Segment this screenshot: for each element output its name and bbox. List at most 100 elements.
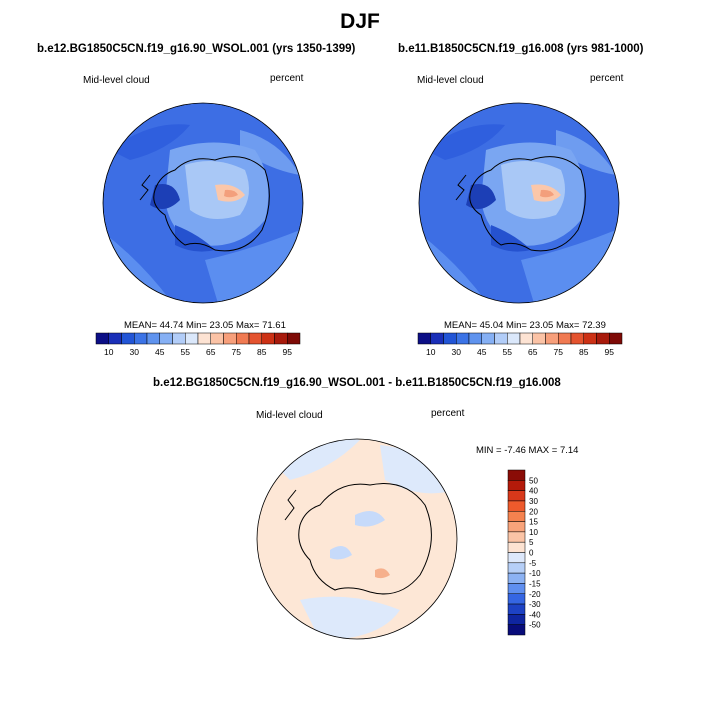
diff-colorbar-box [507,480,526,491]
diff-colorbar-box [507,593,526,605]
diff-colorbar-box [507,490,526,502]
right-colorbar-box [417,332,431,345]
diff-colorbar-box [507,500,526,512]
right-colorbar-box [583,332,597,345]
left-colorbar-box [236,332,250,345]
left-units-label: percent [270,73,304,84]
left-colorbar-box [287,332,301,345]
diff-colorbar-box [507,531,526,543]
left-colorbar-box [95,332,109,345]
right-units-label: percent [590,73,624,84]
left-colorbar-tick-label: 75 [232,347,242,357]
right-colorbar-box [494,332,508,345]
right-colorbar-box [481,332,495,345]
diff-colorbar-box [507,603,526,615]
diff-colorbar-box [507,469,526,481]
diff-colorbar-box [507,624,526,636]
left-colorbar-tick-label: 55 [181,347,191,357]
left-colorbar-box [248,332,262,345]
right-colorbar: 10 30 45 55 65 75 85 95 [417,332,623,357]
diff-units-label: percent [431,408,465,419]
right-stats: MEAN= 45.04 Min= 23.05 Max= 72.39 [444,320,606,331]
right-colorbar-tick-label: 10 [426,347,436,357]
diff-colorbar-tick-label: -10 [529,569,541,578]
left-colorbar-box [146,332,160,345]
left-antarctica-outline [153,156,270,252]
right-colorbar-tick-label: 55 [503,347,513,357]
diff-colorbar-tick-label: 50 [529,476,538,485]
right-colorbar-box [558,332,572,345]
diff-colorbar-box [507,541,526,553]
right-colorbar-box [596,332,610,345]
left-variable-label: Mid-level cloud [83,75,150,86]
right-colorbar-tick-label: 45 [477,347,487,357]
diff-map-border [256,438,458,640]
right-colorbar-box [443,332,457,345]
right-colorbar-box [456,332,470,345]
diff-colorbar-tick-label: -5 [529,559,537,568]
right-colorbar-box [468,332,482,345]
right-colorbar-box [507,332,521,345]
diff-colorbar-box [507,562,526,574]
right-colorbar-tick-label: 65 [528,347,538,357]
right-colorbar-box [519,332,533,345]
left-colorbar-box [223,332,237,345]
left-colorbar-box [210,332,224,345]
main-title: DJF [340,10,380,33]
diff-colorbar-tick-label: 0 [529,549,534,558]
left-colorbar: 10 30 45 55 65 75 85 95 [95,332,301,357]
diff-panel-title: b.e12.BG1850C5CN.f19_g16.90_WSOL.001 - b… [153,377,561,389]
diff-colorbar-tick-label: -40 [529,610,541,619]
diff-colorbar-tick-label: 20 [529,507,538,516]
diff-colorbar-tick-label: -15 [529,579,541,588]
diff-colorbar-tick-label: 10 [529,528,538,537]
right-antarctica-outline [469,156,586,252]
right-colorbar-tick-label: 75 [554,347,564,357]
diff-colorbar-tick-label: -20 [529,590,541,599]
left-colorbar-box [108,332,122,345]
right-polar-map [419,103,619,303]
diff-colorbar-tick-label: 30 [529,497,538,506]
left-colorbar-tick-label: 30 [130,347,140,357]
left-colorbar-tick-label: 10 [104,347,114,357]
diff-antarctica-outline [298,483,432,595]
left-panel-title: b.e12.BG1850C5CN.f19_g16.90_WSOL.001 (yr… [37,43,356,55]
left-colorbar-box [185,332,199,345]
left-polar-map [103,103,303,303]
left-map-border [102,102,304,304]
left-stats: MEAN= 44.74 Min= 23.05 Max= 71.61 [124,320,286,331]
diff-colorbar-tick-label: 40 [529,487,538,496]
left-colorbar-box [134,332,148,345]
left-colorbar-tick-label: 85 [257,347,267,357]
left-colorbar-box [172,332,186,345]
left-colorbar-box [274,332,288,345]
left-colorbar-box [197,332,211,345]
right-colorbar-box [430,332,444,345]
right-variable-label: Mid-level cloud [417,75,484,86]
right-colorbar-box [609,332,623,345]
right-map-border [418,102,620,304]
diff-colorbar-tick-label: -30 [529,600,541,609]
right-colorbar-tick-label: 95 [605,347,615,357]
diff-stats: MIN = -7.46 MAX = 7.14 [476,445,579,456]
left-colorbar-tick-label: 65 [206,347,216,357]
right-colorbar-box [532,332,546,345]
right-colorbar-tick-label: 30 [452,347,462,357]
right-panel-title: b.e11.B1850C5CN.f19_g16.008 (yrs 981-100… [398,43,644,55]
left-colorbar-box [159,332,173,345]
diff-colorbar-box [507,511,526,522]
left-colorbar-box [261,332,275,345]
right-colorbar-box [545,332,559,345]
diff-colorbar-box [507,614,526,625]
diff-colorbar-box [507,583,526,594]
diff-colorbar-tick-label: -50 [529,621,541,630]
left-colorbar-box [121,332,135,345]
diff-variable-label: Mid-level cloud [256,410,323,421]
right-colorbar-box [570,332,584,345]
left-colorbar-tick-label: 95 [283,347,293,357]
left-colorbar-tick-label: 45 [155,347,165,357]
diff-colorbar-box [507,552,526,564]
diff-colorbar-box [507,521,526,533]
